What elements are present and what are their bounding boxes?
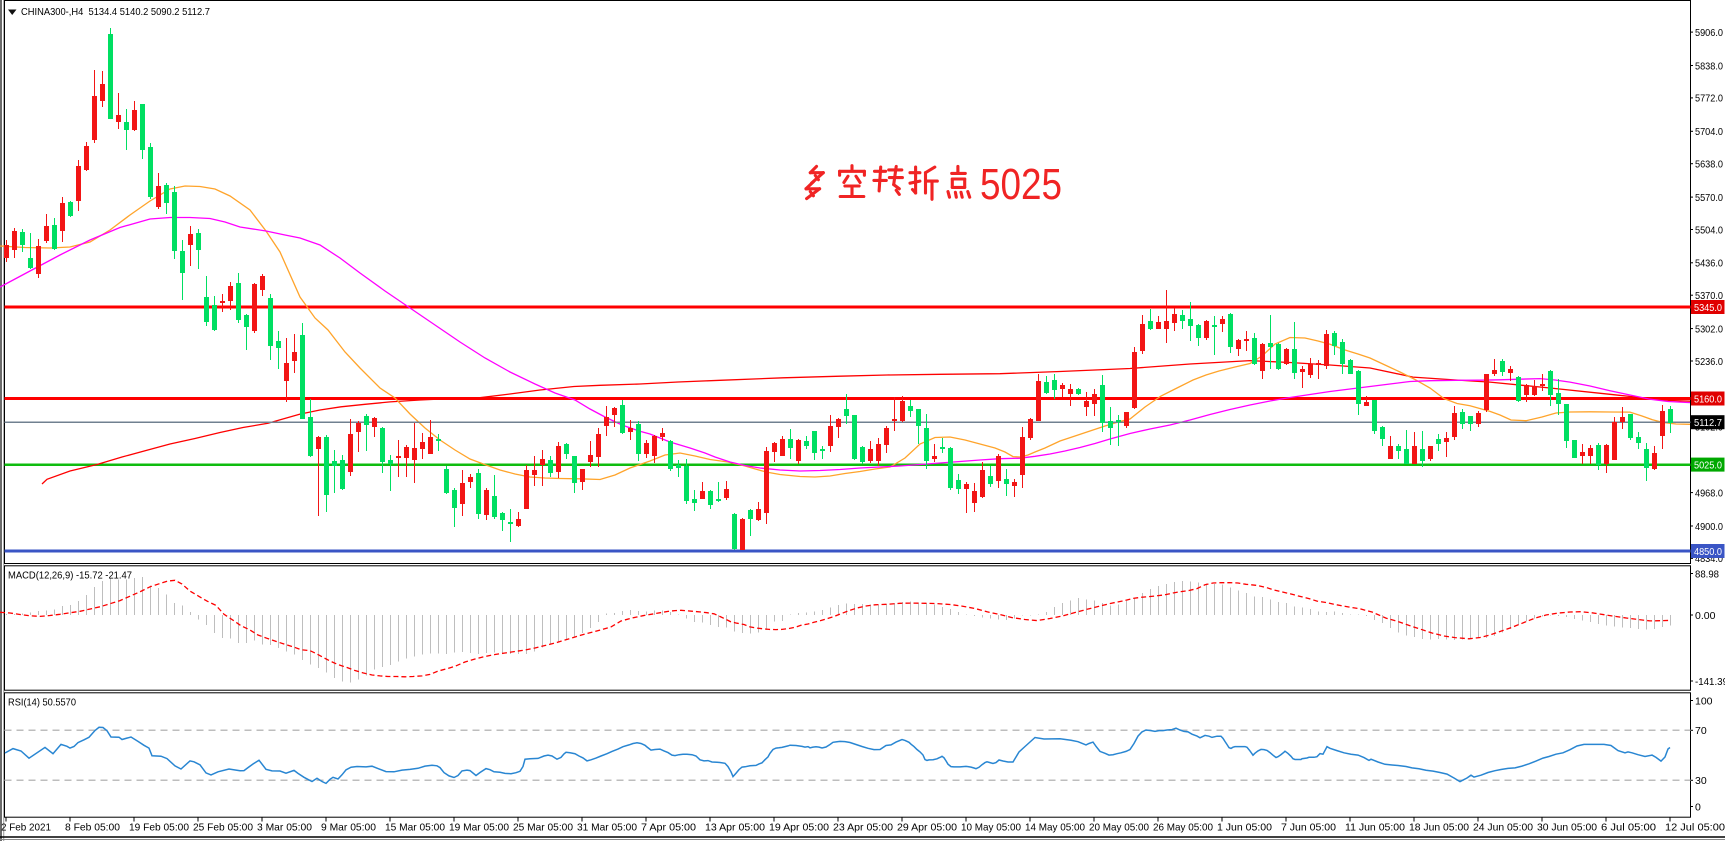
svg-text:5160.0: 5160.0 xyxy=(1694,393,1722,405)
svg-text:5906.0: 5906.0 xyxy=(1695,27,1723,39)
svg-text:25 Mar 05:00: 25 Mar 05:00 xyxy=(513,822,573,834)
svg-text:5236.0: 5236.0 xyxy=(1695,356,1723,368)
svg-text:30 Jun 05:00: 30 Jun 05:00 xyxy=(1537,822,1597,834)
svg-text:5025.0: 5025.0 xyxy=(1694,459,1722,471)
svg-text:5302.0: 5302.0 xyxy=(1695,323,1723,335)
svg-text:23 Apr 05:00: 23 Apr 05:00 xyxy=(833,822,893,834)
svg-text:7 Jun 05:00: 7 Jun 05:00 xyxy=(1281,822,1336,834)
svg-text:19 Feb 05:00: 19 Feb 05:00 xyxy=(129,822,189,834)
svg-text:5436.0: 5436.0 xyxy=(1695,258,1723,270)
svg-text:88.98: 88.98 xyxy=(1695,568,1719,580)
svg-text:70: 70 xyxy=(1695,725,1707,737)
svg-text:15 Mar 05:00: 15 Mar 05:00 xyxy=(385,822,445,834)
svg-text:26 May 05:00: 26 May 05:00 xyxy=(1153,822,1213,834)
svg-text:9 Mar 05:00: 9 Mar 05:00 xyxy=(321,822,376,834)
svg-text:18 Jun 05:00: 18 Jun 05:00 xyxy=(1409,822,1469,834)
svg-text:5112.7: 5112.7 xyxy=(1694,417,1722,429)
svg-text:8 Feb 05:00: 8 Feb 05:00 xyxy=(65,822,120,834)
svg-text:4968.0: 4968.0 xyxy=(1695,487,1723,499)
svg-text:MACD(12,26,9) -15.72 -21.47: MACD(12,26,9) -15.72 -21.47 xyxy=(8,570,132,582)
svg-text:7 Apr 05:00: 7 Apr 05:00 xyxy=(641,822,696,834)
svg-text:29 Apr 05:00: 29 Apr 05:00 xyxy=(897,822,957,834)
svg-text:5345.0: 5345.0 xyxy=(1694,302,1722,314)
svg-text:14 May 05:00: 14 May 05:00 xyxy=(1025,822,1085,834)
svg-text:5772.0: 5772.0 xyxy=(1695,93,1723,105)
svg-text:2 Feb 2021: 2 Feb 2021 xyxy=(1,822,51,834)
svg-text:5638.0: 5638.0 xyxy=(1695,159,1723,171)
svg-text:3 Mar 05:00: 3 Mar 05:00 xyxy=(257,822,312,834)
svg-text:5838.0: 5838.0 xyxy=(1695,60,1723,72)
svg-text:-141.39: -141.39 xyxy=(1695,676,1725,688)
svg-text:5370.0: 5370.0 xyxy=(1695,290,1723,302)
svg-text:RSI(14) 50.5570: RSI(14) 50.5570 xyxy=(8,697,76,709)
svg-text:6 Jul 05:00: 6 Jul 05:00 xyxy=(1601,822,1656,834)
svg-text:CHINA300-,H4 5134.4 5140.2 50: CHINA300-,H4 5134.4 5140.2 5090.2 5112.7 xyxy=(21,6,210,18)
svg-text:5025: 5025 xyxy=(980,160,1062,209)
svg-text:25 Feb 05:00: 25 Feb 05:00 xyxy=(193,822,253,834)
svg-text:4850.0: 4850.0 xyxy=(1694,546,1722,558)
svg-text:4900.0: 4900.0 xyxy=(1695,521,1723,533)
svg-text:19 Mar 05:00: 19 Mar 05:00 xyxy=(449,822,509,834)
svg-text:13 Apr 05:00: 13 Apr 05:00 xyxy=(705,822,765,834)
svg-text:12 Jul 05:00: 12 Jul 05:00 xyxy=(1665,822,1725,834)
svg-text:11 Jun 05:00: 11 Jun 05:00 xyxy=(1345,822,1405,834)
svg-text:19 Apr 05:00: 19 Apr 05:00 xyxy=(769,822,829,834)
svg-text:30: 30 xyxy=(1695,775,1707,787)
svg-text:20 May 05:00: 20 May 05:00 xyxy=(1089,822,1149,834)
svg-text:5704.0: 5704.0 xyxy=(1695,126,1723,138)
svg-text:0.00: 0.00 xyxy=(1695,610,1716,622)
svg-text:24 Jun 05:00: 24 Jun 05:00 xyxy=(1473,822,1533,834)
svg-text:5570.0: 5570.0 xyxy=(1695,192,1723,204)
svg-text:5504.0: 5504.0 xyxy=(1695,224,1723,236)
svg-text:100: 100 xyxy=(1695,695,1713,707)
svg-text:31 Mar 05:00: 31 Mar 05:00 xyxy=(577,822,637,834)
svg-text:1 Jun 05:00: 1 Jun 05:00 xyxy=(1217,822,1272,834)
svg-text:10 May 05:00: 10 May 05:00 xyxy=(961,822,1021,834)
svg-text:0: 0 xyxy=(1695,801,1701,813)
